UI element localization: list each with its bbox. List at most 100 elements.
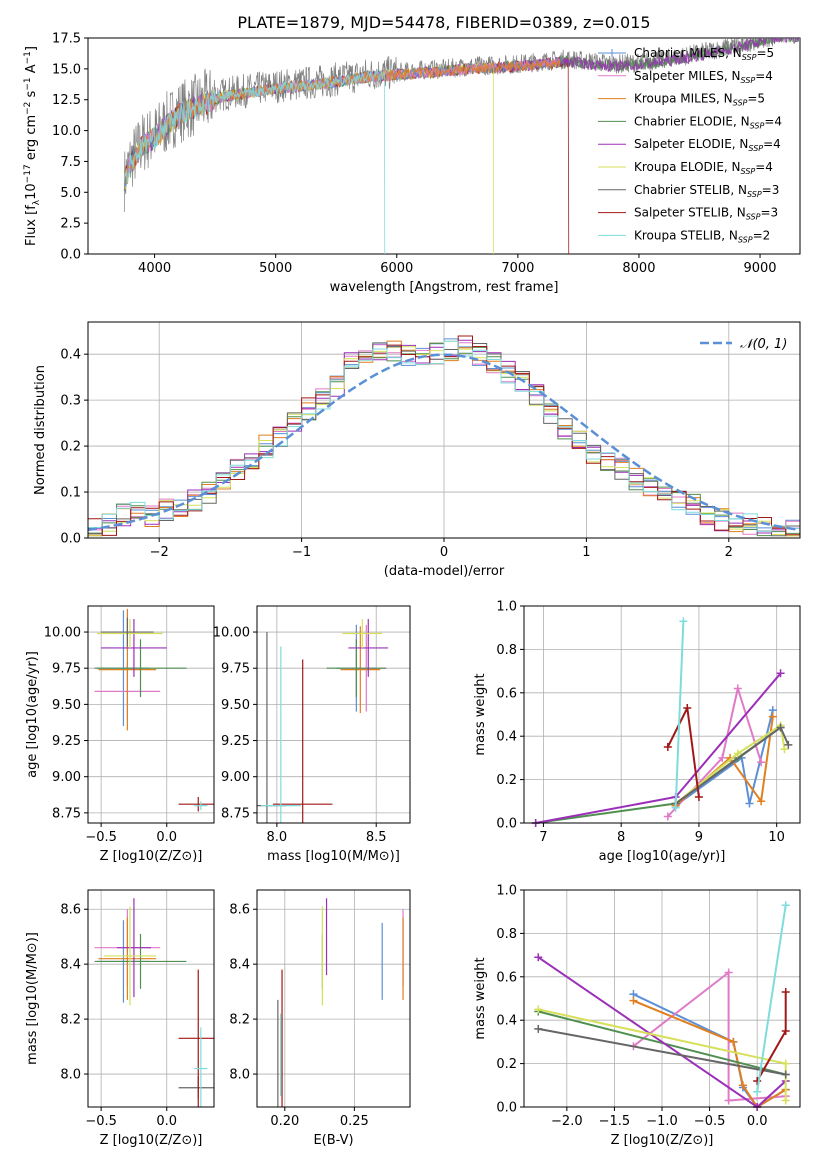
age_vs_mass-ytick-label: 9.50	[221, 698, 250, 713]
weight_vs_Z-ylabel: mass weight	[473, 957, 488, 1039]
residuals-ylabel: Normed distribution	[33, 365, 48, 495]
residuals-xtick-label: −2	[150, 545, 169, 560]
residuals-ytick-label: 0.4	[60, 348, 81, 363]
mass_vs_Z-ytick-label: 8.6	[60, 903, 81, 918]
age_vs_Z-xtick-label: −0.5	[85, 830, 117, 845]
model-spectrum-chabrier-miles	[123, 57, 561, 188]
spectrum-xlabel: wavelength [Angstrom, rest frame]	[330, 280, 559, 295]
data-point	[663, 812, 672, 821]
age_vs_mass-ytick-label: 9.00	[221, 770, 250, 785]
model-spectrum-kroupa-miles	[123, 58, 561, 184]
weight_vs_age-xtick-label: 9	[695, 830, 703, 845]
data-point	[781, 1027, 790, 1036]
age_vs_Z-ytick-label: 9.75	[52, 662, 81, 677]
data-point	[729, 1037, 738, 1046]
spectrum-frame	[87, 37, 801, 255]
mass_vs_Z-frame	[87, 889, 215, 1108]
weight_vs_age-ylabel: mass weight	[473, 673, 488, 755]
legend-label: Salpeter MILES, NSSP=4	[634, 69, 773, 85]
legend-label: Salpeter ELODIE, NSSP=4	[634, 137, 781, 153]
weight_vs_Z-ytick-label: 0.0	[496, 1101, 517, 1116]
data-point	[784, 740, 793, 749]
legend-label: Chabrier MILES, NSSP=5	[634, 46, 774, 62]
series-line-salpeter-miles	[632, 970, 786, 1102]
figure-title: PLATE=1879, MJD=54478, FIBERID=0389, z=0…	[237, 13, 650, 32]
data-point	[694, 792, 703, 801]
age_vs_mass-frame	[256, 605, 411, 824]
spectrum-xtick-label: 6000	[380, 261, 413, 276]
mass_vs_Z-ytick-label: 8.2	[60, 1013, 81, 1028]
spectrum-ytick-label: 2.5	[60, 217, 81, 232]
weight_vs_age-frame	[523, 605, 801, 824]
mass_vs_ebv-frame	[256, 889, 411, 1108]
data-point	[781, 1059, 790, 1068]
weight_vs_age-xtick-label: 8	[617, 830, 625, 845]
residuals-xtick-label: −1	[292, 545, 311, 560]
mass_vs_ebv-ytick-label: 8.6	[229, 903, 250, 918]
spectrum-xtick-label: 4000	[138, 261, 171, 276]
weight_vs_Z-ytick-label: 0.2	[496, 1057, 517, 1072]
weight_vs_Z-xtick-label: −1.5	[599, 1114, 631, 1129]
age_vs_Z-xlabel: Z [log10(Z/Z⊙)]	[100, 849, 203, 864]
weight_vs_age-plot-area	[531, 617, 793, 827]
age_vs_Z-xtick-label: 0.0	[156, 830, 177, 845]
mass_vs_Z-xlabel: Z [log10(Z/Z⊙)]	[100, 1133, 203, 1148]
age_vs_mass-ytick-label: 9.75	[221, 662, 250, 677]
age_vs_mass-xtick-label: 8.0	[267, 830, 288, 845]
mass_vs_ebv-xtick-label: 0.25	[340, 1114, 369, 1129]
weight_vs_Z-ytick-label: 0.4	[496, 1014, 517, 1029]
data-point	[629, 996, 638, 1005]
legend-label: Kroupa MILES, NSSP=5	[634, 92, 765, 108]
age_vs_Z-plot-area	[94, 608, 214, 812]
age_vs_Z-frame	[87, 605, 215, 824]
weight_vs_age-ytick-label: 0.4	[496, 730, 517, 745]
data-point	[781, 1070, 790, 1079]
histogram-kroupa-stelib	[88, 340, 800, 538]
data-point	[753, 1087, 762, 1096]
weight_vs_Z-xtick-label: 0.0	[747, 1114, 768, 1129]
weight_vs_Z-xtick-label: −1.0	[646, 1114, 678, 1129]
mass_vs_ebv-ytick-label: 8.0	[229, 1068, 250, 1083]
residuals-xtick-label: 2	[725, 545, 733, 560]
spectrum-plot-area	[123, 38, 800, 254]
series-line-kroupa-elodie	[674, 723, 786, 805]
mass_vs_Z-ytick-label: 8.4	[60, 958, 81, 973]
legend-label: Kroupa ELODIE, NSSP=4	[634, 160, 773, 176]
age_vs_mass-xlabel: mass [log10(M/M⊙)]	[267, 849, 400, 864]
legend-label: 𝒩(0, 1)	[740, 337, 787, 352]
residuals-plot-area	[88, 335, 800, 538]
weight_vs_age-ytick-label: 0.6	[496, 686, 517, 701]
age_vs_mass-xtick-label: 8.5	[366, 830, 387, 845]
series-line-kroupa-stelib	[674, 621, 685, 808]
spectrum-xtick-label: 9000	[743, 261, 776, 276]
weight_vs_age-xtick-label: 7	[539, 830, 547, 845]
spectrum-ytick-label: 15.0	[52, 62, 81, 77]
data-point	[768, 712, 777, 721]
mass_vs_ebv-plot-area	[277, 898, 404, 1107]
weight_vs_Z-xtick-label: −0.5	[694, 1114, 726, 1129]
age_vs_Z-ytick-label: 9.50	[52, 698, 81, 713]
data-point	[679, 617, 688, 626]
age_vs_Z-ylabel: age [log10(age/yr)]	[25, 651, 40, 778]
spectrum-ytick-label: 5.0	[60, 186, 81, 201]
weight_vs_age-ytick-label: 1.0	[496, 600, 517, 615]
residuals-ytick-label: 0.3	[60, 394, 81, 409]
spectrum-xtick-label: 8000	[622, 261, 655, 276]
data-point	[733, 749, 742, 758]
legend-marker	[608, 49, 616, 57]
mass_vs_ebv-xlabel: E(B-V)	[313, 1133, 353, 1148]
weight_vs_Z-xlabel: Z [log10(Z/Z⊙)]	[611, 1133, 714, 1148]
spectrum-xtick-label: 7000	[501, 261, 534, 276]
gaussian-curve	[88, 353, 800, 532]
data-point	[534, 1024, 543, 1033]
weight_vs_age-ytick-label: 0.8	[496, 643, 517, 658]
weight_vs_Z-ytick-label: 0.6	[496, 970, 517, 985]
data-point	[776, 723, 785, 732]
data-point	[724, 1096, 733, 1105]
data-point	[757, 797, 766, 806]
data-point	[671, 803, 680, 812]
weight_vs_Z-ytick-label: 0.8	[496, 927, 517, 942]
spectrum-ytick-label: 10.0	[52, 124, 81, 139]
legend-label: Kroupa STELIB, NSSP=2	[634, 228, 770, 244]
